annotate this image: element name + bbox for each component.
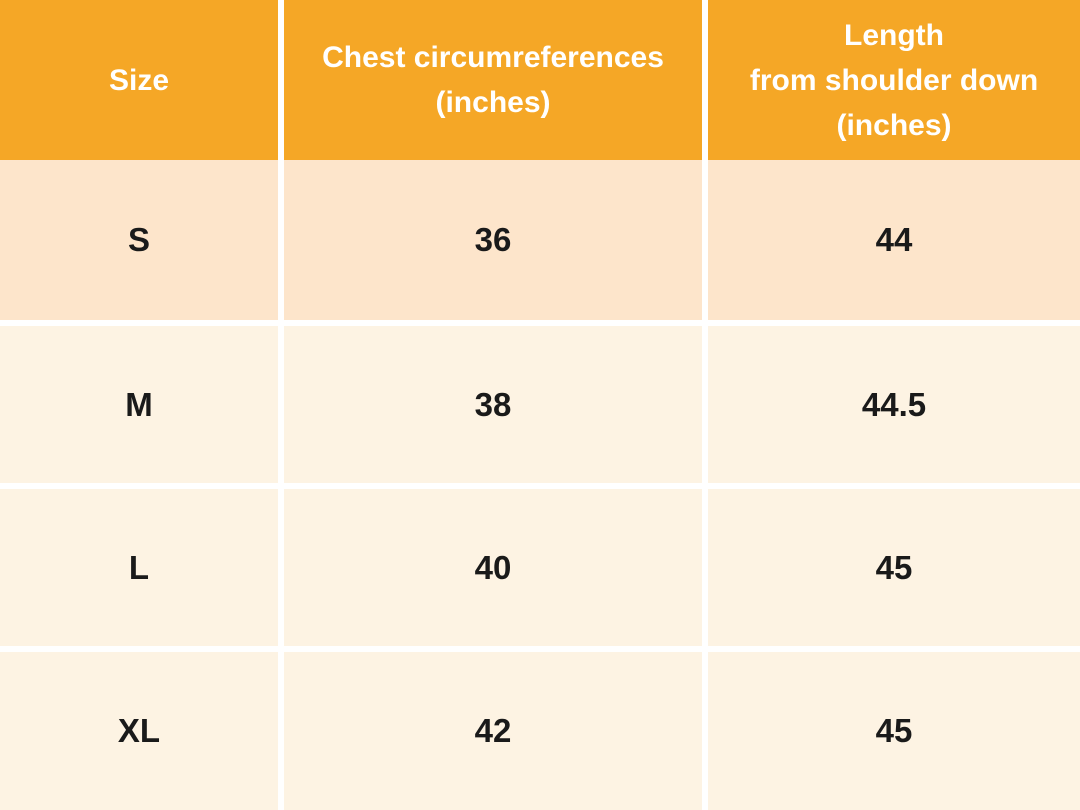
- header-size-label: Size: [108, 63, 170, 97]
- row-xl-chest-value: 42: [474, 712, 512, 749]
- row-m-size-cell: M: [0, 320, 284, 483]
- header-cell-chest: Chest circumreferences (inches): [284, 0, 708, 160]
- row-s-length-value: 44: [875, 221, 913, 258]
- header-cell-size: Size: [0, 0, 284, 160]
- row-m-size-value: M: [125, 385, 153, 423]
- row-l-length-cell: 45: [708, 483, 1080, 646]
- header-length-line-3: (inches): [836, 108, 952, 142]
- row-l-length-value: 45: [875, 548, 913, 586]
- row-s-length-cell: 44: [708, 160, 1080, 320]
- header-cell-length: Length from shoulder down (inches): [708, 0, 1080, 160]
- row-m-chest-value: 38: [474, 385, 512, 423]
- header-chest-line-2: (inches): [435, 86, 551, 119]
- row-m-length-value: 44.5: [861, 385, 927, 423]
- row-xl-chest-cell: 42: [284, 646, 708, 810]
- row-s-size-cell: S: [0, 160, 284, 320]
- header-length-line-2: from shoulder down: [749, 63, 1039, 97]
- row-xl-size-value: XL: [117, 712, 161, 749]
- row-xl-length-value: 45: [875, 712, 913, 749]
- row-xl-size-cell: XL: [0, 646, 284, 810]
- row-m-chest-cell: 38: [284, 320, 708, 483]
- row-s-chest-value: 36: [474, 221, 512, 258]
- row-s-chest-cell: 36: [284, 160, 708, 320]
- row-m-length-cell: 44.5: [708, 320, 1080, 483]
- row-l-size-value: L: [128, 548, 150, 586]
- header-length-line-1: Length: [844, 18, 944, 52]
- row-l-chest-cell: 40: [284, 483, 708, 646]
- row-l-size-cell: L: [0, 483, 284, 646]
- header-chest-line-1: Chest circumreferences: [322, 41, 664, 74]
- row-xl-length-cell: 45: [708, 646, 1080, 810]
- row-l-chest-value: 40: [474, 548, 512, 586]
- row-s-size-value: S: [127, 221, 150, 258]
